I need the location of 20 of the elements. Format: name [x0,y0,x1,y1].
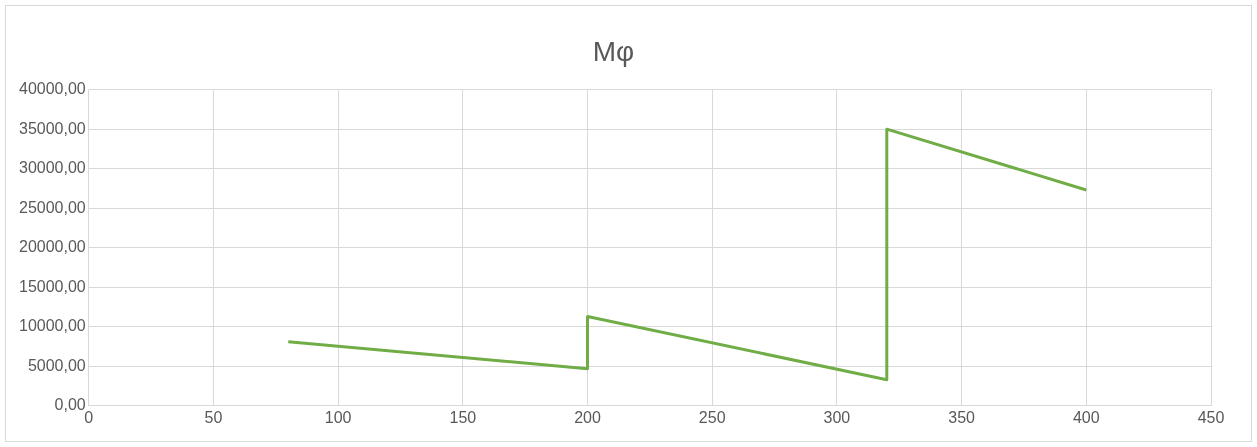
x-tick-label: 300 [823,408,851,426]
y-tick-label: 0,00 [54,396,86,414]
y-tick-label: 10000,00 [19,317,86,335]
x-tick-label: 400 [1072,408,1100,426]
x-tick-label: 250 [698,408,726,426]
y-tick-label: 35000,00 [19,119,86,137]
x-tick-label: 200 [574,408,601,426]
chart-title: Mφ [592,35,635,67]
y-tick-label: 15000,00 [19,277,86,295]
x-tick-label: 450 [1197,408,1225,426]
x-tick-label: 100 [324,408,352,426]
x-tick-label: 350 [948,408,976,426]
y-tick-label: 25000,00 [19,198,86,216]
y-tick-label: 30000,00 [19,159,86,177]
y-tick-label: 40000,00 [19,80,86,98]
y-tick-label: 20000,00 [19,238,86,256]
x-tick-label: 150 [449,408,477,426]
y-tick-label: 5000,00 [27,356,86,374]
x-tick-label: 50 [204,408,223,426]
x-tick-label: 0 [84,408,94,426]
